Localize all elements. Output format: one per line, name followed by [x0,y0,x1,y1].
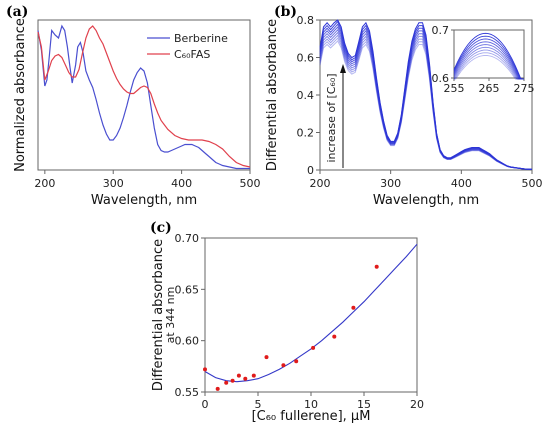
chart-b-inset-lines [453,32,524,80]
chart-b-xlabel: Wavelength, nm [373,193,479,208]
chart-c-ylabel: Differential absorbance [151,239,166,391]
chart-c-point [215,386,220,391]
chart-b-inset-series-6 [453,41,524,80]
legend-label-c60fas: C₆₀FAS [174,48,210,61]
chart-a-xlabel: Wavelength, nm [91,193,197,208]
chart-c-point [311,345,316,350]
chart-b-ticks: 200 300 400 500 0 0.2 0.4 0.6 0.8 [297,14,543,190]
chart-b-ytick-label: 0.6 [297,52,315,65]
chart-c-xtick-label: 5 [255,398,262,411]
chart-b-inset-series-9 [453,32,524,80]
chart-c-xtick-label: 15 [357,398,371,411]
chart-b-inset-ticks: 255 265 275 0.6 0.7 [432,24,535,95]
chart-b-inset-series-2 [453,52,524,80]
chart-c-point [236,373,241,378]
chart-c-point [224,380,229,385]
chart-c-point [332,334,337,339]
chart-b-series-1 [319,40,533,170]
chart-c-xtick-label: 10 [304,398,318,411]
chart-a: 200 300 400 500 Berberine C₆₀FAS Wavelength… [13,18,261,208]
chart-c-point [243,376,248,381]
chart-c-fit-line [204,243,418,383]
chart-c-point [264,355,269,360]
chart-c-point [230,378,235,383]
chart-b-inset-ytick-label: 0.7 [432,24,450,37]
chart-c-ytick-label: 0.55 [175,386,200,399]
chart-a-xtick-label: 300 [103,177,124,190]
chart-b-inset-series-4 [453,46,524,80]
chart-b-ytick-label: 0 [307,164,314,177]
chart-b-ytick-label: 0.8 [297,14,315,27]
chart-a-xtick-label: 200 [34,177,55,190]
chart-b-inset-ytick-label: 0.6 [432,72,450,85]
chart-b-inset-series-3 [453,49,524,80]
chart-a-lines [37,24,251,170]
chart-c-xtick-label: 0 [202,398,209,411]
chart-b-inset-series-8 [453,35,524,80]
chart-b: 200 300 400 500 0 0.2 0.4 0.6 0.8 increase of [C… [265,14,543,208]
chart-c-xtick-label: 20 [410,398,424,411]
chart-b-inset-xtick-label: 275 [514,82,535,95]
chart-a-series-c60fas [37,25,251,168]
chart-b-inset-series-7 [453,38,524,80]
chart-a-xtick-label: 500 [240,177,261,190]
chart-c-point [203,367,207,372]
chart-a-legend: Berberine C₆₀FAS [147,32,228,61]
chart-c-ytick-label: 0.65 [175,283,200,296]
chart-a-series-berberine [37,24,250,170]
chart-b-annotation-arrow [340,64,346,168]
chart-a-ylabel: Normalized absorbance [13,18,28,172]
chart-c-frame [204,237,418,393]
chart-b-inset-series-1 [454,54,524,80]
chart-a-frame [37,19,251,171]
panel-label-b: (b) [274,4,297,20]
chart-b-xtick-label: 200 [310,177,331,190]
chart-b-ytick-label: 0.2 [297,127,315,140]
chart-b-series-9 [319,19,533,170]
chart-b-xtick-label: 500 [522,177,543,190]
chart-c-point [294,359,299,364]
chart-b-xtick-label: 400 [451,177,472,190]
chart-c-point [374,264,379,269]
chart-c-points [203,264,379,391]
chart-b-inset-xtick-label: 255 [444,82,465,95]
chart-b-ytick-label: 0.4 [297,89,315,102]
panel-label-c: (c) [150,220,172,236]
chart-a-xtick-label: 400 [171,177,192,190]
chart-c-point [351,305,356,310]
chart-b-inset-xtick-label: 265 [479,82,500,95]
chart-c-ticks: 0 5 10 15 20 0.55 0.60 0.65 0.70 [175,232,425,411]
chart-c-fit [204,243,418,383]
chart-b-annotation: increase of [C₆₀] [325,73,338,162]
panel-label-a: (a) [6,4,28,20]
chart-a-ticks: 200 300 400 500 [34,170,261,190]
chart-c-xlabel: [C₆₀ fullerene], μM [252,409,371,424]
chart-c-ytick-label: 0.70 [175,232,200,245]
chart-b-ylabel: Differential absorbance [265,19,280,171]
chart-c-ylabel-sub: at 344 nm [164,287,177,344]
chart-c: 0 5 10 15 20 0.55 0.60 0.65 0.70 [C₆₀ fullerene]… [151,232,424,424]
chart-b-inset: 255 265 275 0.6 0.7 [432,24,535,95]
chart-b-lines [319,19,533,170]
chart-b-xtick-label: 300 [380,177,401,190]
legend-label-berberine: Berberine [174,32,228,45]
chart-c-point [251,373,256,378]
chart-b-inset-series-5 [453,44,524,80]
chart-c-ytick-label: 0.60 [175,335,200,348]
chart-c-point [281,363,286,368]
